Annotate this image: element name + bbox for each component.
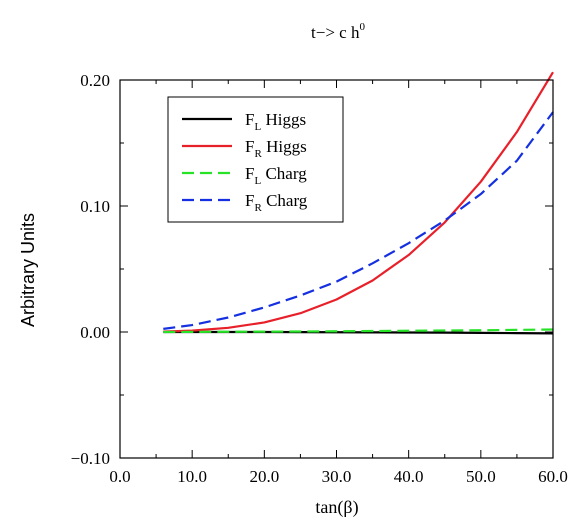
chart-title-main: t−> c h [311, 23, 360, 42]
x-tick-label: 20.0 [249, 467, 279, 486]
y-tick-label: 0.10 [80, 197, 110, 216]
x-tick-label: 50.0 [466, 467, 496, 486]
series-line-2 [163, 71, 554, 333]
y-axis-label: Arbitrary Units [18, 213, 38, 327]
y-tick-label: 0.00 [80, 323, 110, 342]
x-tick-label: 0.0 [109, 467, 130, 486]
x-tick-label: 30.0 [322, 467, 352, 486]
legend-label-1: FL Higgs [245, 110, 306, 133]
chart-title-superscript: 0 [359, 21, 365, 33]
legend: FL Higgs FR Higgs FL Charg FR Charg [167, 96, 344, 223]
legend-label-3: FL Charg [245, 164, 307, 187]
x-tick-label: 40.0 [394, 467, 424, 486]
series-line-3 [163, 328, 554, 334]
x-tick-label: 60.0 [538, 467, 568, 486]
chart-title: t−> c h0 [311, 21, 365, 42]
x-tick-label: 10.0 [177, 467, 207, 486]
legend-label-4: FR Charg [245, 191, 308, 214]
legend-box [167, 96, 344, 223]
series-line-4 [163, 111, 554, 330]
y-tick-label: −0.10 [71, 449, 110, 468]
y-tick-label: 0.20 [80, 71, 110, 90]
legend-label-2: FR Higgs [245, 137, 307, 160]
x-axis-label: tan(β) [315, 497, 358, 518]
